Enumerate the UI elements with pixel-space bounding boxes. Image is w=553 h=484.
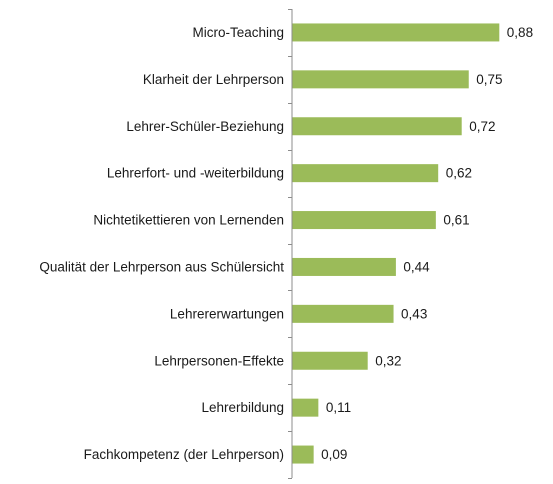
- bar: [292, 257, 396, 276]
- category-labels: Micro-Teaching Klarheit der Lehrperson Leh…: [39, 25, 284, 462]
- value-label: 0,62: [446, 166, 472, 181]
- category-label: Lehrer-Schüler-Beziehung: [126, 119, 284, 134]
- value-label: 0,75: [476, 72, 502, 87]
- bars-group: [292, 23, 500, 464]
- bar: [292, 117, 462, 136]
- bar: [292, 164, 439, 183]
- bar: [292, 351, 368, 370]
- value-label: 0,43: [401, 306, 427, 321]
- category-label: Lehrerfort- und -weiterbildung: [107, 166, 284, 181]
- value-label: 0,61: [443, 213, 469, 228]
- category-label: Klarheit der Lehrperson: [143, 72, 284, 87]
- value-label: 0,09: [321, 447, 347, 462]
- category-label: Nichtetikettieren von Lernenden: [93, 213, 284, 228]
- bar: [292, 211, 436, 230]
- category-label: Lehrpersonen-Effekte: [154, 353, 284, 368]
- bar: [292, 23, 500, 42]
- category-label: Lehrerbildung: [201, 400, 284, 415]
- value-label: 0,88: [507, 25, 533, 40]
- category-label: Lehrererwartungen: [170, 306, 284, 321]
- category-label: Qualität der Lehrperson aus Schülersicht: [39, 259, 284, 274]
- value-label: 0,11: [326, 400, 351, 415]
- value-label: 0,32: [375, 353, 401, 368]
- bar: [292, 70, 469, 89]
- category-label: Fachkompetenz (der Lehrperson): [84, 447, 284, 462]
- value-labels: 0,88 0,75 0,72 0,62 0,61 0,44 0,43 0,32 0,11 0,09: [321, 25, 533, 462]
- value-label: 0,44: [403, 259, 430, 274]
- bar: [292, 304, 394, 323]
- category-label: Micro-Teaching: [192, 25, 284, 40]
- bar: [292, 398, 319, 417]
- bar: [292, 445, 314, 464]
- category-axis: [288, 9, 293, 479]
- value-label: 0,72: [469, 119, 495, 134]
